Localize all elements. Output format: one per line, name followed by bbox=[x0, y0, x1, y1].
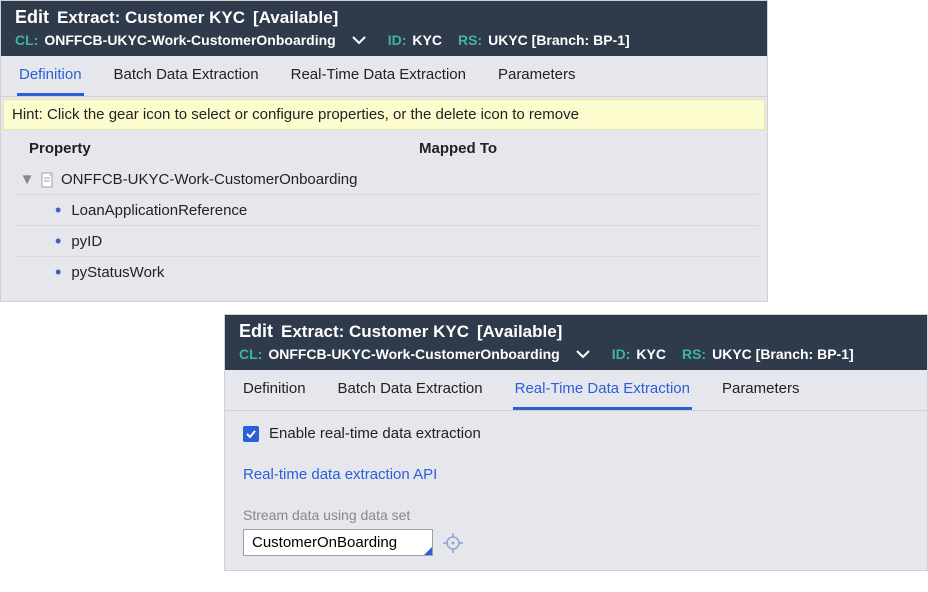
table-header: Property Mapped To bbox=[1, 130, 767, 165]
tree-child-row[interactable]: • pyStatusWork bbox=[15, 257, 759, 287]
id-value: KYC bbox=[412, 32, 442, 48]
cl-label: CL: bbox=[15, 32, 38, 48]
id-label: ID: bbox=[388, 32, 407, 48]
cl-label: CL: bbox=[239, 346, 262, 362]
header-edit-label: Edit bbox=[15, 7, 49, 28]
enable-realtime-row[interactable]: Enable real-time data extraction bbox=[243, 425, 909, 442]
header-title: Extract: Customer KYC bbox=[281, 322, 469, 342]
column-property: Property bbox=[29, 140, 419, 157]
column-mapped-to: Mapped To bbox=[419, 140, 749, 157]
tree-child-row[interactable]: • pyID bbox=[15, 226, 759, 257]
cl-value[interactable]: ONFFCB-UKYC-Work-CustomerOnboarding bbox=[44, 32, 335, 48]
id-label: ID: bbox=[612, 346, 631, 362]
tab-batch[interactable]: Batch Data Extraction bbox=[112, 56, 261, 96]
header-title: Extract: Customer KYC bbox=[57, 8, 245, 28]
header-edit-label: Edit bbox=[239, 321, 273, 342]
bullet-icon: • bbox=[55, 232, 61, 250]
document-icon bbox=[39, 172, 55, 188]
bullet-icon: • bbox=[55, 263, 61, 281]
tab-definition[interactable]: Definition bbox=[17, 56, 84, 96]
property-tree: ▼ ONFFCB-UKYC-Work-CustomerOnboarding • … bbox=[1, 165, 767, 301]
dataset-input-value: CustomerOnBoarding bbox=[252, 534, 397, 551]
hint-banner: Hint: Click the gear icon to select or c… bbox=[3, 99, 765, 130]
checkbox-checked-icon[interactable] bbox=[243, 426, 259, 442]
realtime-body: Enable real-time data extraction Real-ti… bbox=[225, 411, 927, 570]
tree-child-label: pyID bbox=[71, 233, 102, 250]
panel-definition: Edit Extract: Customer KYC [Available] C… bbox=[0, 0, 768, 302]
header-status: [Available] bbox=[253, 8, 338, 28]
tab-definition[interactable]: Definition bbox=[241, 370, 308, 410]
panel-realtime: Edit Extract: Customer KYC [Available] C… bbox=[224, 314, 928, 571]
tabs: Definition Batch Data Extraction Real-Ti… bbox=[225, 370, 927, 411]
dataset-field-label: Stream data using data set bbox=[243, 507, 909, 523]
tree-root-label: ONFFCB-UKYC-Work-CustomerOnboarding bbox=[61, 171, 357, 188]
enable-realtime-label: Enable real-time data extraction bbox=[269, 425, 481, 442]
header-status: [Available] bbox=[477, 322, 562, 342]
realtime-api-link[interactable]: Real-time data extraction API bbox=[243, 466, 909, 483]
header: Edit Extract: Customer KYC [Available] C… bbox=[225, 315, 927, 370]
chevron-down-icon[interactable] bbox=[576, 349, 590, 359]
tab-batch[interactable]: Batch Data Extraction bbox=[336, 370, 485, 410]
dataset-input[interactable]: CustomerOnBoarding bbox=[243, 529, 433, 556]
rs-value: UKYC [Branch: BP-1] bbox=[488, 32, 630, 48]
chevron-down-icon[interactable] bbox=[352, 35, 366, 45]
cl-value[interactable]: ONFFCB-UKYC-Work-CustomerOnboarding bbox=[268, 346, 559, 362]
tab-parameters[interactable]: Parameters bbox=[720, 370, 802, 410]
target-icon[interactable] bbox=[443, 533, 463, 553]
rs-label: RS: bbox=[682, 346, 706, 362]
tab-parameters[interactable]: Parameters bbox=[496, 56, 578, 96]
collapse-icon[interactable]: ▼ bbox=[19, 171, 35, 188]
bullet-icon: • bbox=[55, 201, 61, 219]
tree-child-label: pyStatusWork bbox=[71, 264, 164, 281]
id-value: KYC bbox=[636, 346, 666, 362]
tabs: Definition Batch Data Extraction Real-Ti… bbox=[1, 56, 767, 97]
rs-value: UKYC [Branch: BP-1] bbox=[712, 346, 854, 362]
tree-root-row[interactable]: ▼ ONFFCB-UKYC-Work-CustomerOnboarding bbox=[15, 165, 759, 195]
tab-realtime[interactable]: Real-Time Data Extraction bbox=[289, 56, 468, 96]
tree-child-row[interactable]: • LoanApplicationReference bbox=[15, 195, 759, 226]
tab-realtime[interactable]: Real-Time Data Extraction bbox=[513, 370, 692, 410]
tree-child-label: LoanApplicationReference bbox=[71, 202, 247, 219]
header: Edit Extract: Customer KYC [Available] C… bbox=[1, 1, 767, 56]
rs-label: RS: bbox=[458, 32, 482, 48]
